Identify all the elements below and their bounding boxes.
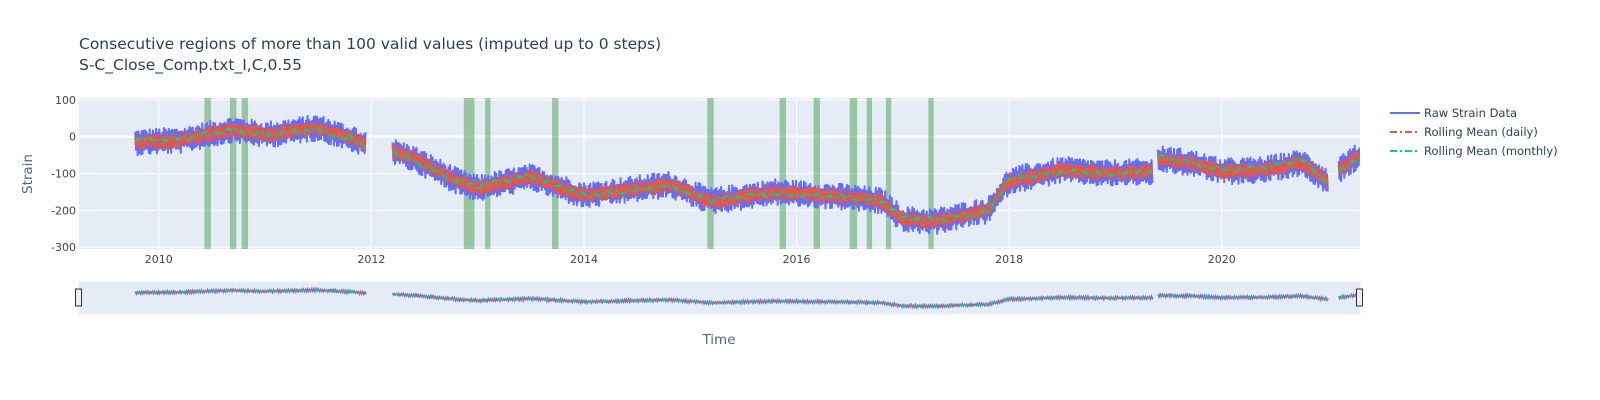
slider-line-rolling-mean-monthly	[1157, 294, 1328, 301]
series-line-rolling-mean-monthly	[347, 133, 366, 148]
highlight-region	[241, 98, 249, 249]
x-tick-label: 2010	[145, 253, 173, 266]
series-line-rolling-mean-daily	[1337, 150, 1360, 176]
legend-item-raw-strain-data[interactable]: Raw Strain Data	[1390, 106, 1517, 120]
slider-line-rolling-mean-monthly	[392, 293, 1152, 307]
range-slider-right-handle[interactable]	[1356, 288, 1363, 307]
x-tick-labels: 2010 2012 2014 2016 2018 2020	[145, 253, 1236, 266]
legend-label: Rolling Mean (daily)	[1424, 125, 1538, 139]
series-line-rolling-mean-monthly	[1337, 155, 1360, 171]
slider-line-rolling-mean-monthly	[1338, 294, 1358, 299]
legend: Raw Strain Data Rolling Mean (daily) Rolli…	[1390, 106, 1558, 158]
legend-label: Rolling Mean (monthly)	[1424, 144, 1558, 158]
range-slider-series	[134, 286, 1360, 310]
highlight-region	[552, 98, 559, 249]
legend-item-rolling-mean-daily[interactable]: Rolling Mean (daily)	[1390, 125, 1538, 139]
y-tick-label: 0	[69, 131, 76, 144]
x-tick-label: 2018	[995, 253, 1023, 266]
highlight-region	[485, 98, 491, 249]
chart-subtitle: S-C_Close_Comp.txt_I,C,0.55	[79, 56, 302, 75]
series-line-rolling-mean-monthly	[134, 126, 351, 143]
legend-item-rolling-mean-monthly[interactable]: Rolling Mean (monthly)	[1390, 144, 1558, 158]
series-line-rolling-mean-monthly	[1157, 153, 1329, 184]
y-tick-labels: 100 0 -100 -200 -300	[51, 94, 76, 254]
series-group	[134, 114, 1360, 235]
y-axis-title: Strain	[20, 154, 36, 194]
range-slider-left-handle[interactable]	[75, 288, 82, 307]
x-tick-label: 2014	[570, 253, 598, 266]
highlight-region	[849, 98, 858, 249]
highlight-region	[866, 98, 873, 249]
slider-line-rolling-mean-daily	[391, 292, 1154, 309]
chart-title: Consecutive regions of more than 100 val…	[79, 35, 661, 53]
highlight-region	[928, 98, 934, 249]
x-axis-title: Time	[701, 332, 735, 348]
series-line-rolling-mean-daily	[391, 144, 1154, 229]
y-tick-label: -100	[51, 168, 76, 181]
legend-label: Raw Strain Data	[1424, 106, 1517, 120]
highlight-region	[779, 98, 786, 249]
highlight-region	[229, 98, 237, 249]
highlight-region	[885, 98, 892, 249]
y-tick-label: 100	[55, 94, 76, 107]
x-tick-label: 2016	[783, 253, 811, 266]
x-tick-label: 2012	[357, 253, 385, 266]
range-slider-background[interactable]	[78, 281, 1361, 315]
series-line-rolling-mean-daily	[1157, 151, 1329, 188]
series-line-rolling-mean-monthly	[392, 150, 1153, 222]
highlight-region	[707, 98, 714, 249]
slider-line-rolling-mean-monthly	[135, 289, 350, 294]
y-tick-label: -300	[51, 241, 76, 254]
slider-line-rolling-mean-monthly	[347, 290, 365, 295]
x-tick-label: 2020	[1208, 253, 1236, 266]
y-tick-label: -200	[51, 204, 76, 217]
highlight-region	[813, 98, 820, 249]
highlight-region	[204, 98, 211, 249]
